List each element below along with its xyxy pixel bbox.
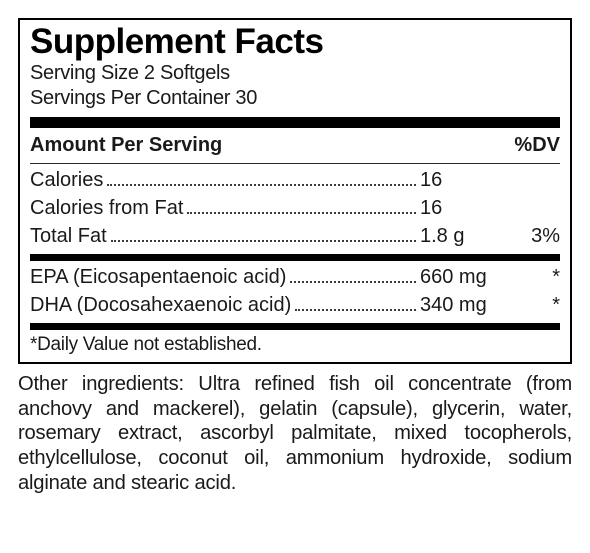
nutrient-value: 16 — [420, 196, 490, 221]
header-amount-per-serving: Amount Per Serving — [30, 134, 490, 157]
leader-dots — [111, 223, 416, 242]
nutrient-row: Total Fat 1.8 g 3% — [30, 222, 560, 250]
nutrient-label: Calories from Fat — [30, 196, 183, 221]
nutrient-label: Total Fat — [30, 224, 107, 249]
nutrient-value: 660 mg — [420, 265, 490, 290]
nutrient-label: EPA (Eicosapentaenoic acid) — [30, 265, 286, 290]
nutrient-dv: * — [490, 293, 560, 318]
supplement-facts-wrapper: Supplement Facts Serving Size 2 Softgels… — [0, 0, 590, 553]
divider-medium — [30, 254, 560, 261]
nutrient-dv: * — [490, 265, 560, 290]
supplement-facts-panel: Supplement Facts Serving Size 2 Softgels… — [18, 18, 572, 364]
nutrient-dv: 3% — [490, 224, 560, 249]
nutrient-label: DHA (Docosahexaenoic acid) — [30, 293, 291, 318]
servings-per-container: Servings Per Container 30 — [30, 86, 560, 111]
column-header-row: Amount Per Serving %DV — [30, 132, 560, 161]
dv-footnote: *Daily Value not established. — [30, 332, 560, 360]
nutrient-value: 1.8 g — [420, 224, 490, 249]
panel-title: Supplement Facts — [30, 24, 560, 61]
leader-dots — [107, 167, 416, 186]
nutrient-row: Calories 16 — [30, 166, 560, 194]
nutrient-row: DHA (Docosahexaenoic acid) 340 mg * — [30, 291, 560, 319]
nutrient-value: 340 mg — [420, 293, 490, 318]
nutrient-row: Calories from Fat 16 — [30, 194, 560, 222]
divider-medium — [30, 323, 560, 330]
divider-thick — [30, 117, 560, 128]
leader-dots — [290, 264, 416, 283]
header-percent-dv: %DV — [490, 134, 560, 157]
nutrient-label: Calories — [30, 168, 103, 193]
leader-dots — [187, 195, 416, 214]
leader-dots — [295, 292, 416, 311]
nutrient-value: 16 — [420, 168, 490, 193]
other-ingredients: Other ingredients: Ultra refined fish oi… — [18, 372, 572, 496]
serving-size: Serving Size 2 Softgels — [30, 61, 560, 86]
nutrient-row: EPA (Eicosapentaenoic acid) 660 mg * — [30, 263, 560, 291]
divider-hairline — [30, 163, 560, 164]
